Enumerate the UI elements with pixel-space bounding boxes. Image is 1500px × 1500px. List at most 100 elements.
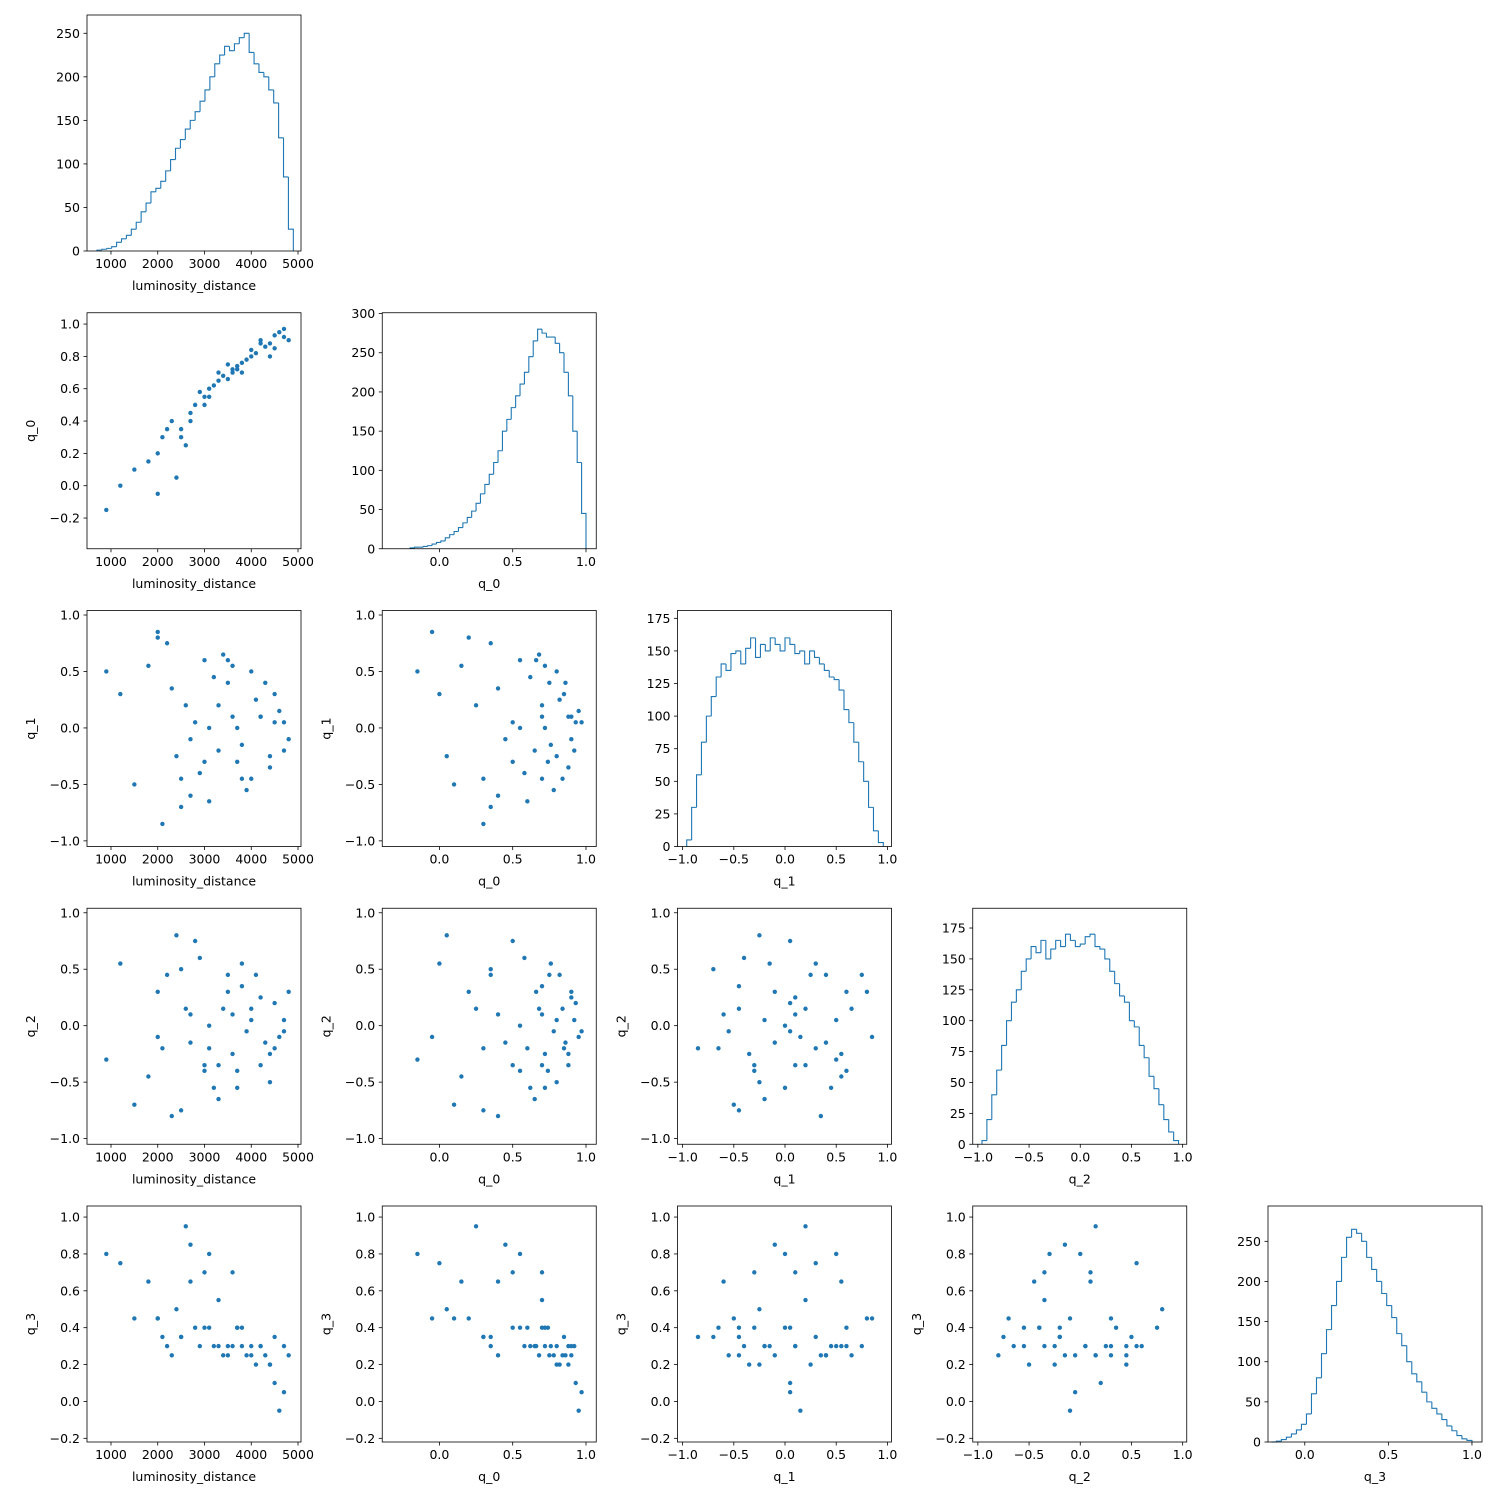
y-tick-label: −1.0	[345, 833, 375, 848]
histogram-step	[1040, 939, 1046, 953]
scatter-point	[536, 652, 542, 657]
x-tick-label: 3000	[189, 256, 221, 271]
scatter-point	[118, 691, 123, 697]
scatter-point	[263, 1040, 268, 1045]
scatter-point	[206, 394, 212, 400]
scatter-point	[249, 1353, 254, 1358]
scatter-point	[481, 1108, 486, 1113]
y-tick-label: 25	[655, 806, 671, 821]
scatter-point	[542, 663, 548, 669]
y-tick-label: 0.5	[355, 664, 375, 679]
scatter-point	[813, 1046, 818, 1051]
scatter-point	[235, 367, 240, 372]
histogram-step	[413, 546, 419, 548]
scatter-point	[803, 1063, 808, 1068]
scatter-point	[230, 714, 235, 719]
scatter-point	[272, 1046, 277, 1051]
histogram-step	[431, 543, 437, 546]
histogram-step	[1456, 1430, 1462, 1437]
scatter-panel	[104, 326, 291, 513]
y-tick-label: 0.0	[60, 1394, 80, 1409]
scatter-point	[258, 341, 263, 346]
axes-frame	[677, 907, 892, 1145]
histogram-step	[759, 643, 766, 658]
x-tick-label: 3000	[189, 554, 221, 569]
y-tick-label: 0.8	[355, 1246, 375, 1261]
scatter-point	[731, 1316, 737, 1321]
y-tick-label: 0.6	[946, 1283, 966, 1298]
scatter-point	[517, 1325, 523, 1330]
scatter-point	[711, 1334, 716, 1340]
x-tick-label: 0.0	[775, 1447, 795, 1462]
scatter-point	[202, 394, 207, 400]
scatter-point	[711, 967, 716, 972]
scatter-point	[554, 753, 559, 759]
y-tick-label: 100	[942, 1013, 966, 1028]
histogram-step	[1280, 1439, 1287, 1442]
x-axis-label: q_2	[1069, 1469, 1091, 1484]
y-tick-label: 0.8	[60, 1246, 80, 1261]
scatter-point	[267, 1051, 273, 1057]
scatter-point	[225, 376, 231, 382]
scatter-point	[572, 1017, 577, 1023]
histogram-step	[1168, 1119, 1174, 1133]
scatter-point	[1134, 1260, 1139, 1266]
y-tick-label: 175	[942, 921, 966, 936]
scatter-point	[132, 1102, 137, 1107]
scatter-point	[548, 961, 554, 966]
scatter-point	[249, 347, 254, 353]
scatter-point	[202, 1270, 207, 1275]
y-tick-label: 0	[958, 1137, 966, 1152]
scatter-point	[752, 1068, 757, 1074]
scatter-point	[216, 1297, 221, 1303]
scatter-point	[188, 418, 193, 424]
scatter-point	[545, 1068, 551, 1074]
y-tick-label: 1.0	[651, 905, 671, 920]
axes-frame	[677, 610, 892, 847]
scatter-point	[731, 1102, 737, 1107]
scatter-point	[216, 1063, 221, 1068]
scatter-point	[216, 748, 221, 753]
histogram-step	[528, 356, 534, 373]
y-tick-label: 0.2	[60, 446, 80, 461]
scatter-point	[164, 426, 170, 432]
scatter-point	[239, 1343, 245, 1349]
scatter-point	[576, 1034, 581, 1040]
x-tick-label: 2000	[142, 1149, 174, 1164]
scatter-point	[249, 669, 254, 674]
x-tick-label: 1.0	[576, 554, 596, 569]
histogram-step	[515, 395, 521, 408]
scatter-point	[1139, 1343, 1144, 1349]
scatter-point	[716, 1046, 721, 1051]
scatter-point	[451, 1102, 457, 1107]
scatter-point	[481, 1046, 486, 1051]
scatter-point	[545, 1325, 551, 1330]
scatter-point	[757, 1362, 762, 1367]
y-tick-label: 0.0	[946, 1394, 966, 1409]
y-axis-label: q_2	[23, 1015, 38, 1037]
scatter-point	[258, 1063, 263, 1068]
scatter-point	[1057, 1334, 1062, 1340]
y-tick-label: 0.4	[60, 414, 80, 429]
x-tick-label: 0.0	[1070, 1149, 1090, 1164]
scatter-point	[272, 720, 277, 725]
histogram-step	[1461, 1435, 1467, 1440]
y-tick-label: −1.0	[50, 1131, 80, 1146]
scatter-point	[272, 691, 277, 697]
histogram-step	[1285, 1436, 1292, 1440]
y-tick-label: 1.0	[60, 905, 80, 920]
histogram-step	[1094, 934, 1100, 948]
scatter-point	[481, 1334, 486, 1340]
scatter-point	[1052, 1362, 1057, 1367]
scatter-point	[178, 435, 184, 440]
scatter-point	[576, 708, 581, 714]
y-tick-label: 0	[367, 541, 375, 556]
x-axis-label: luminosity_distance	[132, 576, 256, 591]
scatter-point	[554, 1343, 559, 1349]
x-tick-label: 5000	[282, 1447, 314, 1462]
scatter-point	[803, 1297, 808, 1303]
scatter-point	[782, 1023, 788, 1028]
y-tick-label: 1.0	[355, 608, 375, 623]
scatter-point	[263, 1353, 268, 1358]
